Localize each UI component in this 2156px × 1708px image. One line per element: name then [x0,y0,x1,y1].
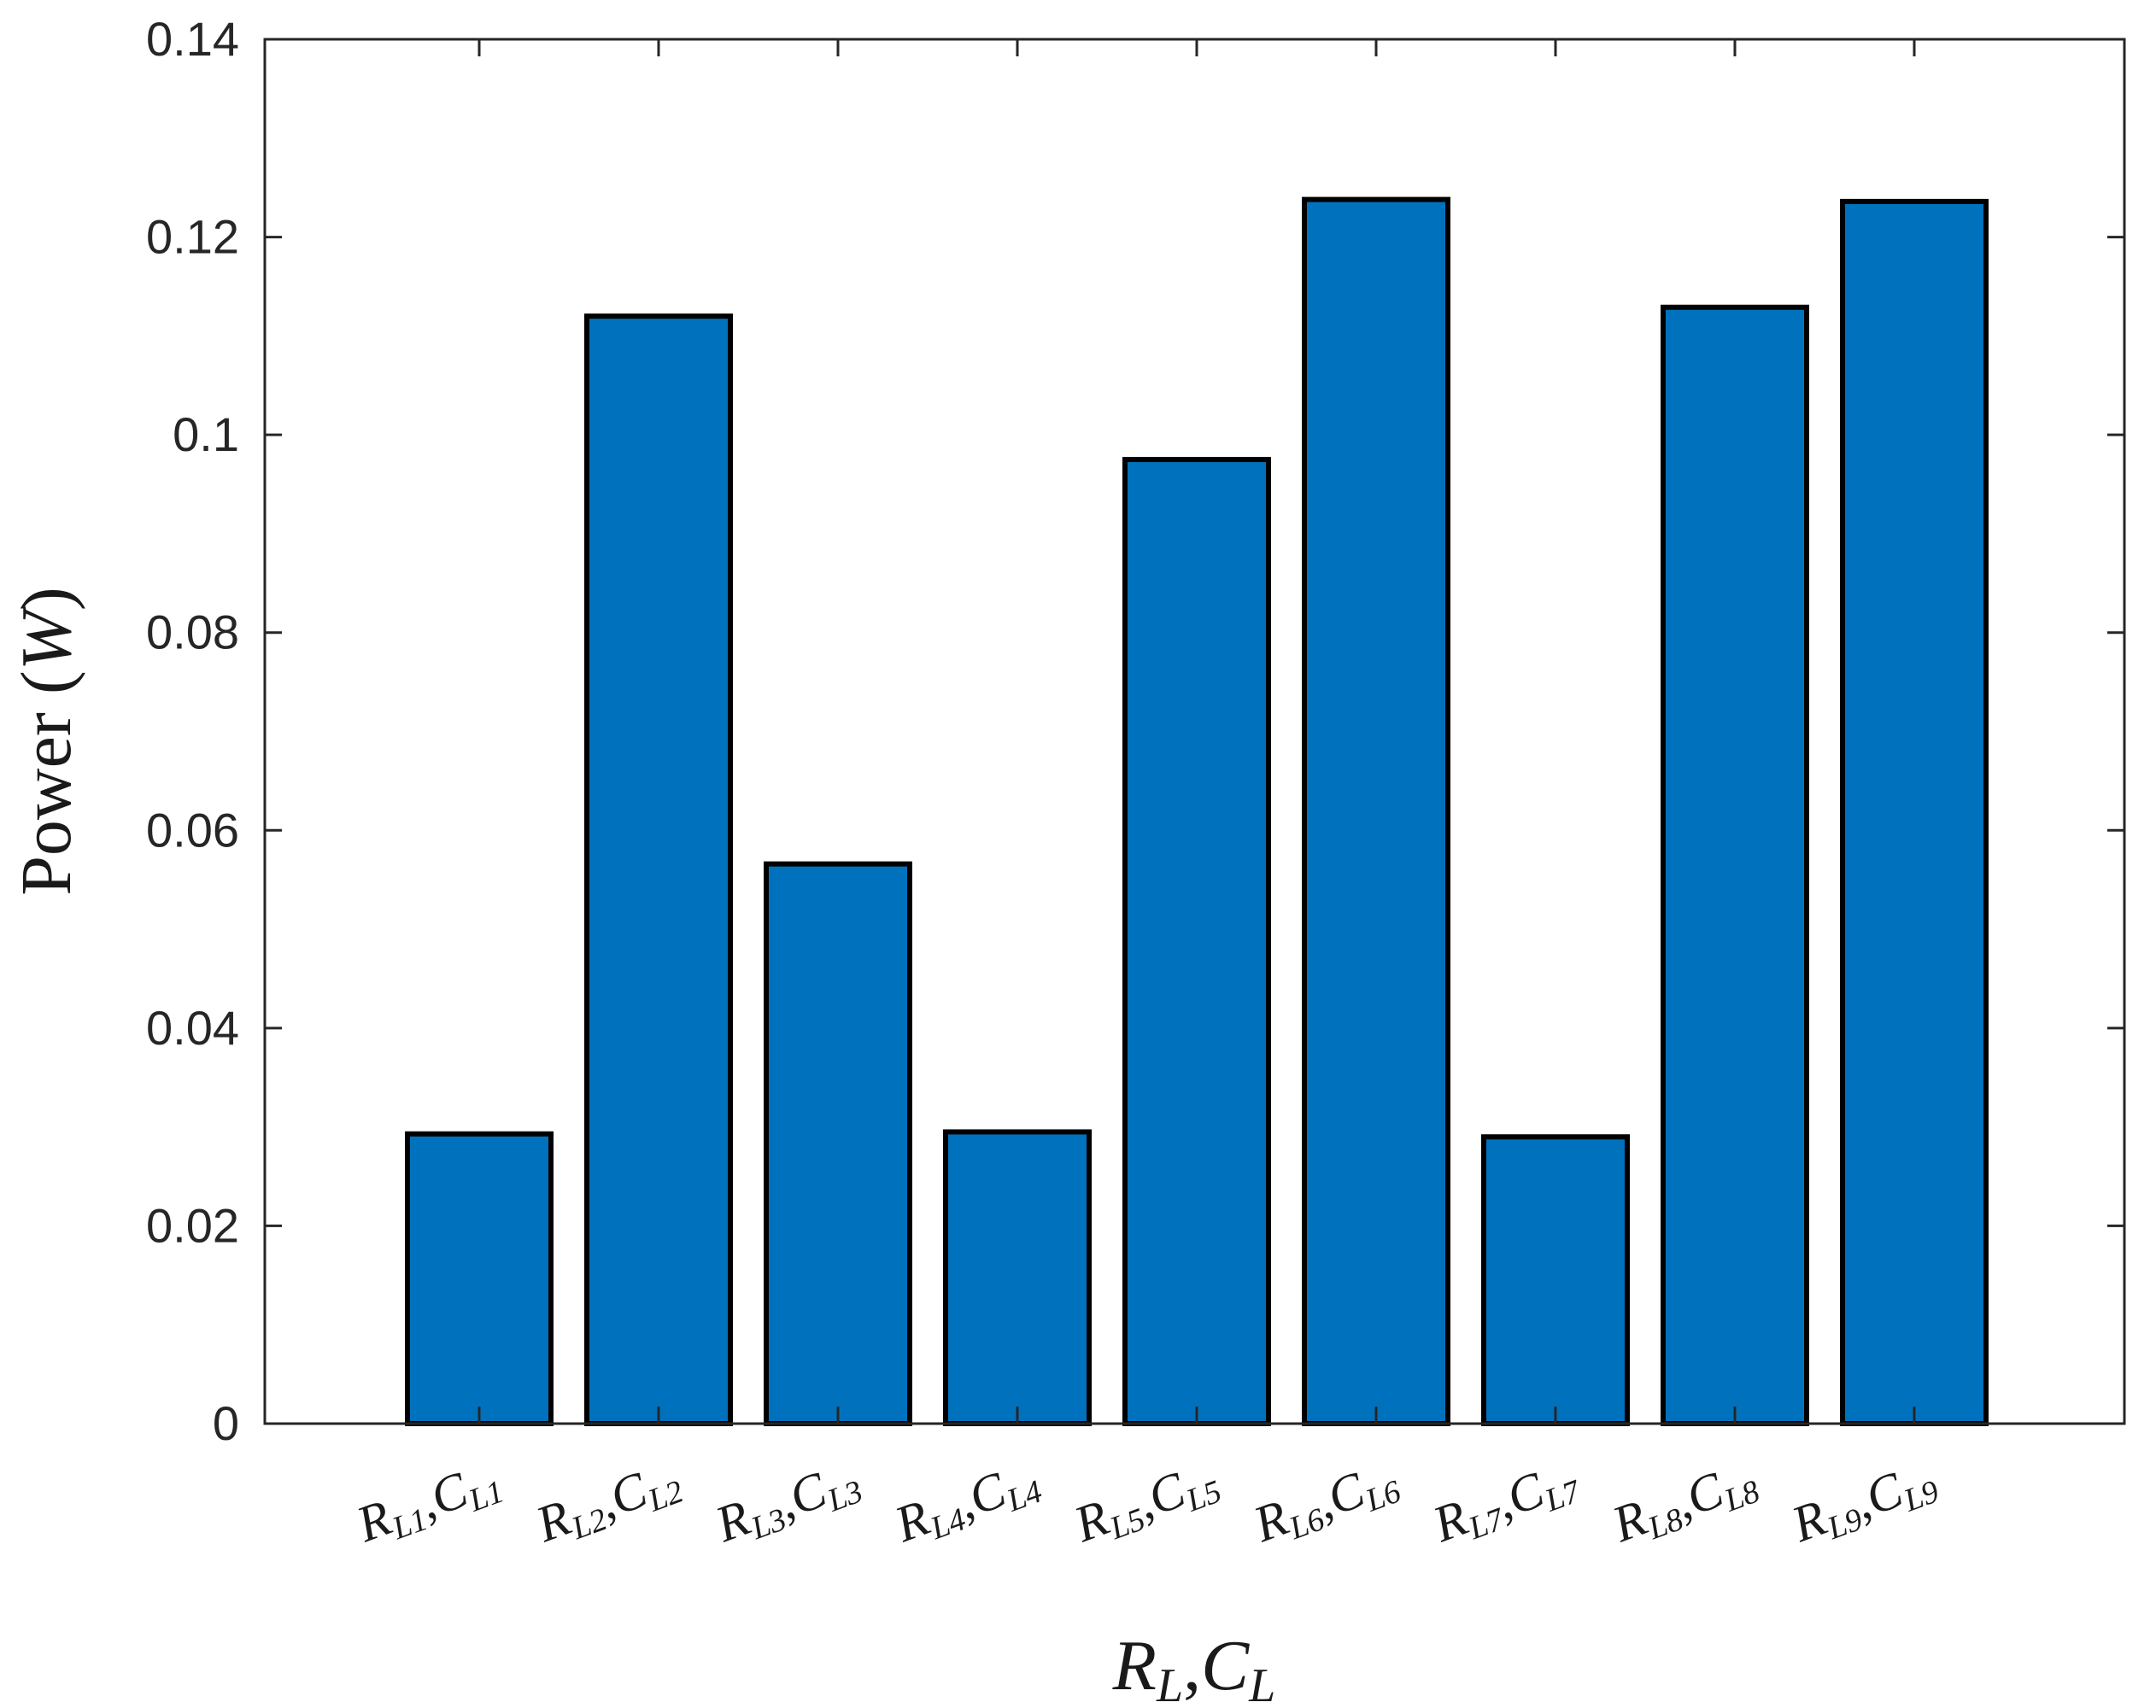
bar-3 [764,861,912,1426]
x-axis-label-c: C [1201,1626,1250,1705]
x-axis-label-sep: , [1183,1626,1201,1705]
bar-1 [405,1131,554,1426]
bar-2 [584,313,733,1427]
x-tick-label-3: RL3,CL3 [707,1449,867,1558]
y-axis-label-open: ( [7,670,86,694]
bar-9 [1840,198,1989,1427]
y-axis-label-text: Power [7,694,86,896]
y-axis-label: Power (W) [7,587,86,896]
bar-6 [1302,196,1450,1426]
x-axis-label-c-sub: L [1248,1659,1275,1708]
bar-5 [1122,457,1271,1427]
bar-8 [1661,304,1809,1426]
x-tick-label-2: RL2,CL2 [528,1449,688,1558]
x-tick-labels: RL1,CL1 RL2,CL2 RL3,CL3 RL4,CL4 RL5,CL5 RL6,C… [349,1449,1943,1558]
y-tick-label-0: 0 [213,1396,239,1450]
y-axis-label-close: ) [7,587,86,611]
y-tick-label-1: 0.02 [146,1198,239,1252]
bar-4 [943,1129,1092,1426]
y-tick-label-7: 0.14 [146,12,239,66]
y-tick-label-4: 0.08 [146,605,239,659]
y-axis-label-unit: W [7,605,86,670]
x-tick-label-4: RL4,CL4 [887,1449,1046,1558]
x-axis-label: RL,CL [1112,1626,1276,1708]
x-tick-label-7: RL7,CL7 [1425,1449,1586,1558]
y-tick-label-5: 0.1 [173,407,239,461]
axes-box [263,38,2126,1425]
x-axis-label-r: R [1112,1626,1157,1705]
x-axis-label-r-sub: L [1156,1659,1183,1708]
y-tick-labels: 0 0.02 0.04 0.06 0.08 0.1 0.12 0.14 [146,12,239,1450]
x-tick-label-8: RL8,CL8 [1604,1449,1764,1558]
x-tick-label-5: RL5,CL5 [1066,1449,1226,1558]
y-tick-label-2: 0.04 [146,1001,239,1055]
x-tick-label-6: RL6,CL6 [1245,1449,1405,1558]
bar-7 [1481,1134,1630,1426]
x-tick-label-1: RL1,CL1 [349,1449,508,1558]
y-tick-label-3: 0.06 [146,803,239,857]
bars-group [405,196,1989,1427]
y-tick-label-6: 0.12 [146,210,239,264]
x-tick-label-9: RL9,CL9 [1784,1449,1943,1558]
